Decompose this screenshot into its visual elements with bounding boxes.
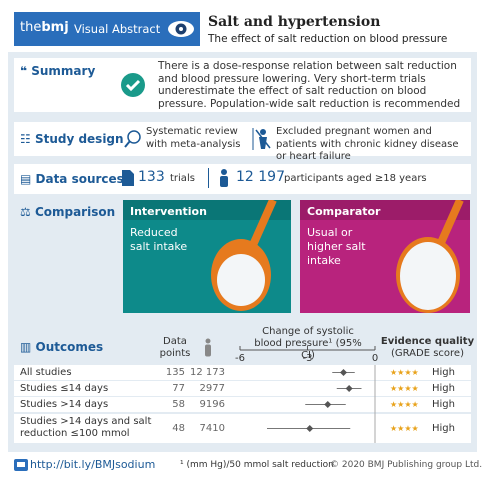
design-heading: ☷ Study design: [20, 132, 124, 146]
data-points: 77: [172, 382, 185, 394]
summary-heading-text: Summary: [31, 64, 96, 78]
sources-heading: ▤ Data sources: [20, 172, 124, 186]
eye-icon: [168, 21, 194, 37]
design-row: [14, 122, 471, 156]
row-bg: [14, 397, 471, 412]
sources-heading-text: Data sources: [35, 172, 124, 186]
design-item: Excluded pregnant women and patients wit…: [276, 126, 459, 162]
intervention-text: Reduced salt intake: [130, 226, 188, 253]
link-icon: [14, 459, 28, 471]
row-label: Studies >14 days and salt reduction ≤100…: [20, 415, 152, 440]
data-points: 58: [172, 398, 185, 410]
outcomes-heading: ▥ Outcomes: [20, 340, 104, 354]
brand-prefix: the: [20, 20, 42, 35]
header-badge: thebmj Visual Abstract: [14, 12, 200, 46]
row-label: Studies >14 days: [20, 398, 109, 410]
participants: 12 173: [190, 366, 225, 378]
badge-label: Visual Abstract: [74, 22, 161, 36]
summary-text: There is a dose-response relation betwee…: [158, 60, 461, 110]
intervention-image: [123, 200, 291, 313]
trials-label: trials: [170, 173, 195, 184]
outcomes-heading-text: Outcomes: [35, 340, 104, 354]
footer-link[interactable]: http://bit.ly/BMJsodium: [30, 458, 156, 471]
summary-heading: ❝ Summary: [20, 64, 96, 78]
footer-note: ¹ (mm Hg)/50 mmol salt reduction: [180, 460, 334, 470]
col-change: Change of systolic blood pressure¹ (95% …: [254, 326, 362, 361]
participants: 7410: [199, 422, 225, 434]
copyright: © 2020 BMJ Publishing group Ltd.: [330, 460, 483, 470]
person-icon: [205, 338, 211, 357]
sources-row: [14, 164, 471, 194]
comparison-heading: ⚖ Comparison: [20, 205, 116, 219]
stars: ★★★★: [390, 423, 419, 433]
comparator-text: Usual or higher salt intake: [307, 226, 366, 267]
participants: 9196: [199, 398, 225, 410]
quality: High: [432, 366, 455, 378]
quality: High: [432, 382, 455, 394]
col-points: Data points: [159, 336, 191, 359]
row-bg: [14, 414, 471, 443]
design-heading-text: Study design: [34, 132, 124, 146]
comparison-heading-text: Comparison: [34, 205, 116, 219]
search-icon: [124, 130, 141, 148]
participants-label: participants aged ≥18 years: [284, 173, 427, 184]
check-icon: [121, 73, 145, 97]
col-grade: (GRADE score): [390, 348, 464, 359]
brand-name: bmj: [41, 20, 69, 35]
brand: thebmj: [20, 20, 69, 35]
row-label: All studies: [20, 366, 72, 378]
people-icon: [220, 169, 228, 187]
doc-icon: [122, 170, 134, 186]
trials-count: 133: [138, 169, 165, 185]
participants-count: 12 197: [236, 169, 285, 185]
design-item: Systematic review with meta-analysis: [146, 126, 241, 150]
col-evidence: Evidence quality: [380, 336, 475, 347]
comparator-image: [300, 200, 470, 313]
title: Salt and hypertension: [208, 14, 381, 30]
row-bg: [14, 381, 471, 396]
data-points: 135: [165, 366, 185, 378]
row-bg: [14, 365, 471, 380]
divider: [208, 168, 209, 188]
summary-row: [14, 58, 471, 112]
data-points: 48: [172, 422, 185, 434]
stars: ★★★★: [390, 399, 419, 409]
quality: High: [432, 422, 455, 434]
quality: High: [432, 398, 455, 410]
stars: ★★★★: [390, 383, 419, 393]
participants: 2977: [199, 382, 225, 394]
stars: ★★★★: [390, 367, 419, 377]
exclude-icon: [252, 128, 271, 150]
subtitle: The effect of salt reduction on blood pr…: [208, 33, 448, 45]
comparator-title: Comparator: [307, 205, 381, 218]
row-label: Studies ≤14 days: [20, 382, 109, 394]
intervention-title: Intervention: [130, 205, 207, 218]
